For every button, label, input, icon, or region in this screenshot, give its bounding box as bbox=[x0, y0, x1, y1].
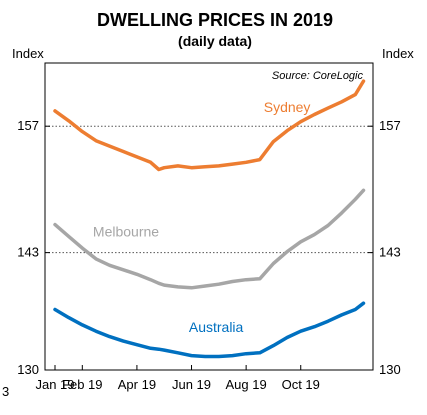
series-label-melbourne: Melbourne bbox=[93, 223, 159, 239]
series-label-sydney: Sydney bbox=[264, 99, 311, 115]
chart-title: DWELLING PRICES IN 2019 bbox=[97, 10, 333, 30]
y-axis-label-left: Index bbox=[12, 46, 44, 61]
source-note: Source: CoreLogic bbox=[272, 70, 364, 82]
series-line-australia bbox=[53, 301, 366, 359]
y-ticks-right: 130 143 157 bbox=[368, 118, 401, 377]
y-ticks-left: 130 143 157 bbox=[17, 118, 50, 377]
gridlines bbox=[45, 125, 373, 254]
x-tick-label: Apr 19 bbox=[118, 377, 156, 392]
y-tick-label-right: 157 bbox=[379, 118, 401, 133]
plot-border bbox=[44, 62, 374, 371]
x-tick-label: Aug 19 bbox=[226, 377, 267, 392]
x-tick-label: Feb 19 bbox=[62, 377, 102, 392]
chart-subtitle: (daily data) bbox=[178, 33, 252, 49]
series-label-australia: Australia bbox=[189, 319, 244, 335]
series-layer: Sydney Melbourne Australia bbox=[53, 79, 366, 359]
y-axis-label-right: Index bbox=[382, 46, 414, 61]
y-tick-label-right: 143 bbox=[379, 245, 401, 260]
x-tick-label: Jan 19 bbox=[35, 377, 74, 392]
y-tick-label-right: 130 bbox=[379, 362, 401, 377]
y-tick-label-left: 157 bbox=[17, 118, 39, 133]
plot-frame bbox=[44, 62, 374, 371]
x-tick-label: Oct 19 bbox=[282, 377, 320, 392]
x-tick-label: Jun 19 bbox=[172, 377, 211, 392]
page-number: 3 bbox=[2, 384, 9, 399]
y-tick-label-left: 143 bbox=[17, 245, 39, 260]
series-line-melbourne bbox=[53, 188, 366, 290]
y-tick-label-left: 130 bbox=[17, 362, 39, 377]
series-line-sydney bbox=[53, 79, 366, 172]
